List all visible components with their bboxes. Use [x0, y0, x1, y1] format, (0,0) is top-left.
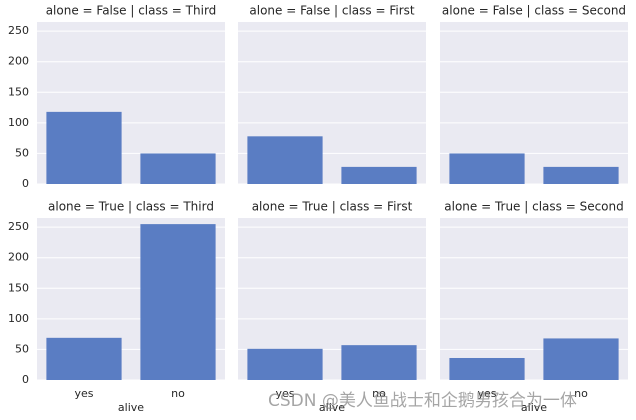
y-tick-label: 50 [15, 342, 29, 355]
panel-title: alone = True | class = First [252, 200, 413, 214]
x-axis-label: alive [118, 401, 144, 414]
x-axis-label: alive [521, 401, 547, 414]
panel-title: alone = True | class = Second [444, 200, 624, 214]
x-tick-label: no [171, 387, 185, 400]
bar [543, 338, 619, 380]
bar [140, 224, 216, 380]
bar [341, 345, 417, 380]
panel-title: alone = False | class = First [249, 4, 415, 18]
y-tick-label: 200 [8, 251, 29, 264]
bar [449, 153, 525, 184]
y-tick-label: 250 [8, 24, 29, 37]
bar [543, 166, 619, 184]
panel-title: alone = False | class = Second [442, 4, 626, 18]
x-tick-label: yes [74, 387, 93, 400]
x-tick-label: no [574, 387, 588, 400]
x-tick-label: no [372, 387, 386, 400]
bar [247, 136, 323, 184]
y-tick-label: 50 [15, 146, 29, 159]
y-tick-label: 100 [8, 116, 29, 129]
panel-title: alone = True | class = Third [48, 200, 214, 214]
panel-title: alone = False | class = Third [46, 4, 217, 18]
bar [46, 111, 122, 184]
bar [341, 166, 417, 184]
y-tick-label: 250 [8, 220, 29, 233]
bar [46, 337, 122, 380]
y-tick-label: 100 [8, 312, 29, 325]
bar [449, 357, 525, 380]
bar [140, 153, 216, 184]
x-axis-label: alive [319, 401, 345, 414]
x-tick-label: yes [275, 387, 294, 400]
x-tick-label: yes [477, 387, 496, 400]
y-tick-label: 0 [22, 373, 29, 386]
y-tick-label: 200 [8, 55, 29, 68]
y-tick-label: 0 [22, 177, 29, 190]
y-tick-label: 150 [8, 281, 29, 294]
bar [247, 348, 323, 380]
y-tick-label: 150 [8, 85, 29, 98]
watermark: CSDN @美人鱼战士和企鹅男孩合为一体 [268, 391, 577, 411]
